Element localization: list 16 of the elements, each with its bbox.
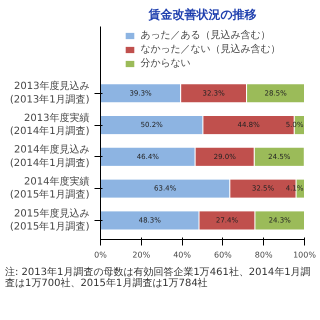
x-tick-label: 60% <box>214 250 232 260</box>
y-tick-label: 2014年度実績 (2015年1月調査) <box>10 176 90 201</box>
legend-label: 分からない <box>140 57 190 70</box>
legend-label: なかった／ない（見込み含む） <box>140 42 280 56</box>
x-tick-label: 0% <box>94 250 108 260</box>
legend-label: あった／ある（見込み含む） <box>140 28 270 42</box>
y-tick-label: 2015年度見込み (2015年1月調査) <box>10 207 90 233</box>
y-tick-label: 2013年度実績 (2014年1月調査) <box>10 112 90 138</box>
text: 注: 2013年1月調査の母数は有効回答企業1万461社、2014年1月調査は1万700社、2015年1月調査は1万784社 <box>5 267 312 289</box>
x-tick-label: 100% <box>293 250 316 260</box>
y-tick-label: 2013年度見込み (2013年1月調査) <box>10 80 90 106</box>
x-tick-label: 40% <box>173 250 192 260</box>
x-tick-label: 20% <box>132 250 151 260</box>
y-tick-label: 2014年度見込み (2014年1月調査) <box>10 144 90 169</box>
chart-title: 賃金改善状況の推移 <box>148 8 256 22</box>
x-tick-label: 80% <box>254 250 273 260</box>
